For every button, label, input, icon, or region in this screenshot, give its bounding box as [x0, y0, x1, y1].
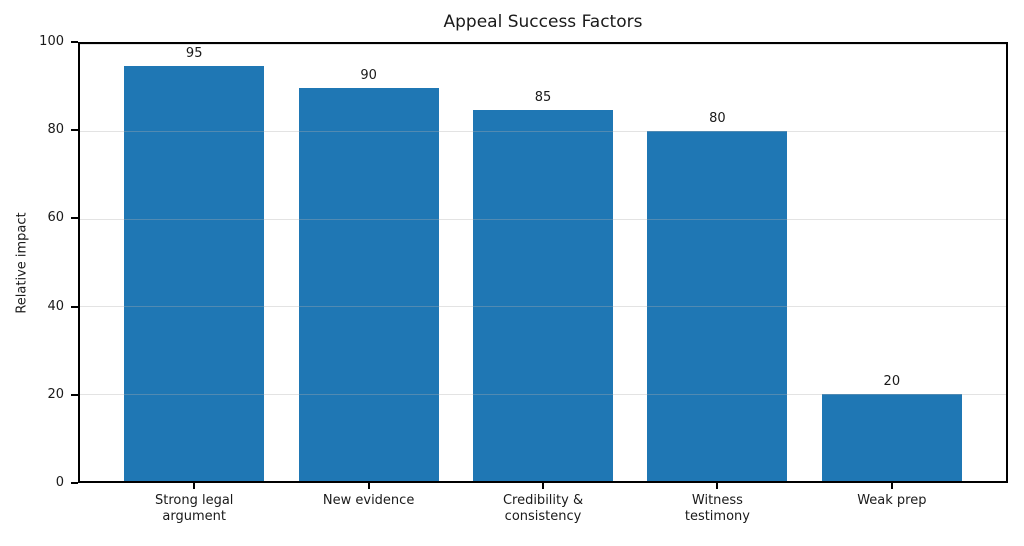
chart-title: Appeal Success Factors: [443, 12, 643, 32]
y-tick-label-20: 20: [47, 386, 64, 402]
bar-value-label: 90: [360, 67, 377, 83]
y-tick-mark: [71, 129, 78, 132]
y-tick-label-100: 100: [39, 34, 64, 49]
y-tick-mark: [71, 482, 78, 484]
x-tick-labels: Strong legal argument New evidence Credibi…: [80, 489, 1006, 526]
bar-slot: 85: [456, 44, 630, 481]
y-tick-mark: [71, 217, 78, 220]
bars-layer: 95 90 85 80 20: [80, 44, 1006, 481]
x-tick-mark: [193, 483, 196, 489]
x-tick-mark: [367, 483, 370, 489]
bar-value-label: 85: [534, 89, 552, 105]
y-axis-ticks: 0 20 40 60 80 100: [0, 34, 78, 490]
bar-value-label: 95: [185, 45, 203, 61]
y-tick-label-0: 0: [55, 475, 64, 490]
bar-4: [647, 131, 788, 481]
bar-slot: 95: [107, 44, 281, 481]
bar-3: [473, 109, 614, 481]
bar-5: [821, 393, 962, 481]
y-tick-mark: [71, 305, 78, 308]
x-tick-label-1: Strong legal argument: [154, 493, 234, 525]
bar-slot: 80: [630, 44, 804, 481]
y-tick-mark: [71, 41, 78, 43]
bar-value-label: 20: [883, 373, 901, 389]
x-axis: Strong legal argument New evidence Credibi…: [80, 483, 1006, 526]
bar-slot: 90: [281, 44, 455, 481]
y-tick-mark: [71, 393, 78, 396]
bar-slot: 20: [805, 44, 979, 481]
x-tick-label-4: Witness testimony: [684, 493, 750, 525]
x-tick-label-5: Weak prep: [857, 493, 927, 508]
bar-2: [298, 87, 439, 481]
x-tick-label-3: Credibility & consistency: [502, 493, 584, 525]
x-tick-mark: [890, 483, 893, 489]
x-tick-label-2: New evidence: [322, 493, 415, 508]
x-tick-marks: [80, 483, 1006, 489]
y-tick-label-40: 40: [47, 298, 64, 314]
y-tick-label-60: 60: [47, 210, 64, 226]
x-tick-mark: [542, 483, 544, 489]
bar-value-label: 80: [709, 111, 726, 127]
x-tick-mark: [716, 483, 719, 489]
y-tick-label-80: 80: [47, 122, 64, 138]
plot-inner: 95 90 85 80 20: [80, 44, 1006, 481]
bar-1: [124, 65, 265, 481]
